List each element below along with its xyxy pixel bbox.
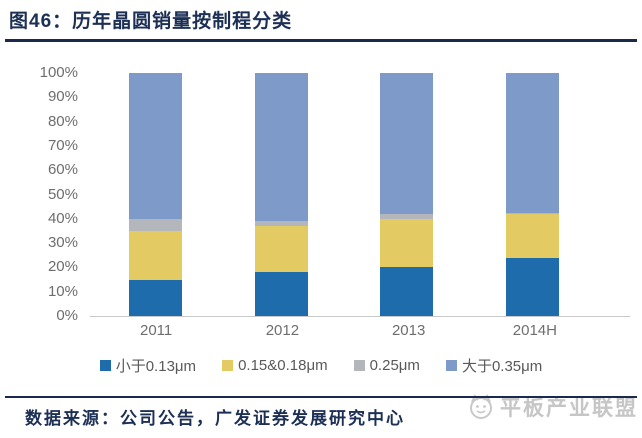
watermark-text: 平板产业联盟: [500, 397, 638, 420]
x-axis: 2011 2012 2013 2014H: [93, 322, 598, 339]
bars-container: [93, 73, 595, 316]
bar-segment: [254, 73, 308, 222]
legend-swatch-icon: [222, 360, 234, 371]
legend-label: 小于0.13μm: [115, 358, 197, 375]
bar-segment: [254, 221, 308, 227]
x-tick-label: 2012: [265, 322, 300, 339]
bar-segment: [129, 218, 183, 231]
footer-divider: [5, 396, 637, 398]
watermark: 平板产业联盟: [466, 392, 638, 422]
stacked-bar-2011: [129, 73, 183, 316]
x-tick-label: 2013: [391, 322, 426, 339]
x-tick-label: 2014H: [512, 322, 557, 339]
y-tick-label: 50%: [47, 185, 78, 203]
y-tick-label: 80%: [47, 112, 78, 130]
y-tick-label: 70%: [47, 136, 78, 154]
legend-item: 0.15&0.18μm: [222, 355, 328, 376]
legend-item: 小于0.13μm: [99, 355, 197, 376]
y-tick-label: 0%: [56, 307, 78, 324]
plot-area: [90, 73, 630, 317]
bar-segment: [254, 226, 308, 273]
y-tick-label: 60%: [47, 161, 78, 179]
stacked-bar-2014H: [505, 73, 559, 316]
stacked-bar-2012: [254, 73, 308, 316]
bar-segment: [505, 212, 559, 214]
bar-segment: [380, 267, 434, 316]
legend-swatch-icon: [445, 360, 457, 371]
bar-segment: [505, 257, 559, 316]
chart-legend: 小于0.13μm 0.15&0.18μm 0.25μm 大于0.35μm: [0, 355, 642, 376]
y-axis: 100% 90% 80% 70% 60% 50% 40% 30% 20% 10% 0%: [0, 64, 78, 324]
bar-segment: [380, 218, 434, 268]
figure-title: 图46：历年晶圆销量按制程分类: [9, 11, 293, 32]
legend-label: 大于0.35μm: [461, 358, 543, 375]
y-tick-label: 30%: [47, 234, 78, 252]
bar-segment: [380, 73, 434, 214]
y-tick-label: 20%: [47, 258, 78, 276]
legend-item: 0.25μm: [353, 355, 420, 376]
data-source-note: 数据来源：公司公告，广发证券发展研究中心: [25, 409, 405, 428]
legend-swatch-icon: [353, 360, 365, 371]
bar-segment: [254, 272, 308, 316]
legend-label: 0.15&0.18μm: [238, 357, 328, 374]
stacked-bar-2013: [380, 73, 434, 316]
bar-segment: [129, 73, 183, 219]
y-tick-label: 10%: [47, 282, 78, 300]
bar-segment: [505, 73, 559, 213]
x-tick-label: 2011: [139, 322, 173, 339]
y-tick-label: 100%: [39, 64, 78, 81]
bar-segment: [505, 213, 559, 258]
legend-swatch-icon: [99, 360, 111, 371]
bar-segment: [380, 213, 434, 219]
y-tick-label: 90%: [47, 88, 78, 106]
stacked-bar-chart: 100% 90% 80% 70% 60% 50% 40% 30% 20% 10% 0% 2011 20…: [0, 55, 642, 385]
bar-segment: [129, 230, 183, 280]
legend-item: 大于0.35μm: [445, 355, 543, 376]
y-tick-label: 40%: [47, 209, 78, 227]
legend-label: 0.25μm: [369, 357, 420, 374]
bar-segment: [129, 279, 183, 316]
title-divider: [5, 39, 637, 42]
